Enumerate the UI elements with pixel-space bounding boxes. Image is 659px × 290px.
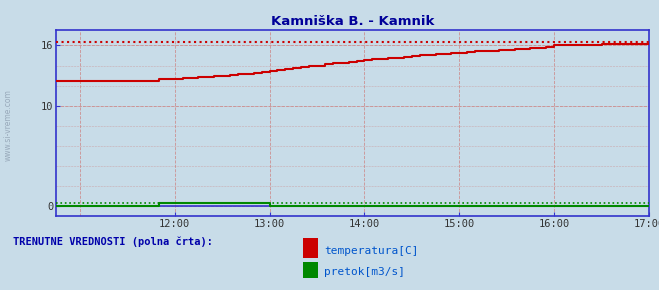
Text: www.si-vreme.com: www.si-vreme.com (4, 89, 13, 161)
Title: Kamniška B. - Kamnik: Kamniška B. - Kamnik (271, 15, 434, 28)
Text: TRENUTNE VREDNOSTI (polna črta):: TRENUTNE VREDNOSTI (polna črta): (13, 237, 213, 247)
Text: pretok[m3/s]: pretok[m3/s] (324, 267, 405, 277)
Text: temperatura[C]: temperatura[C] (324, 246, 418, 256)
